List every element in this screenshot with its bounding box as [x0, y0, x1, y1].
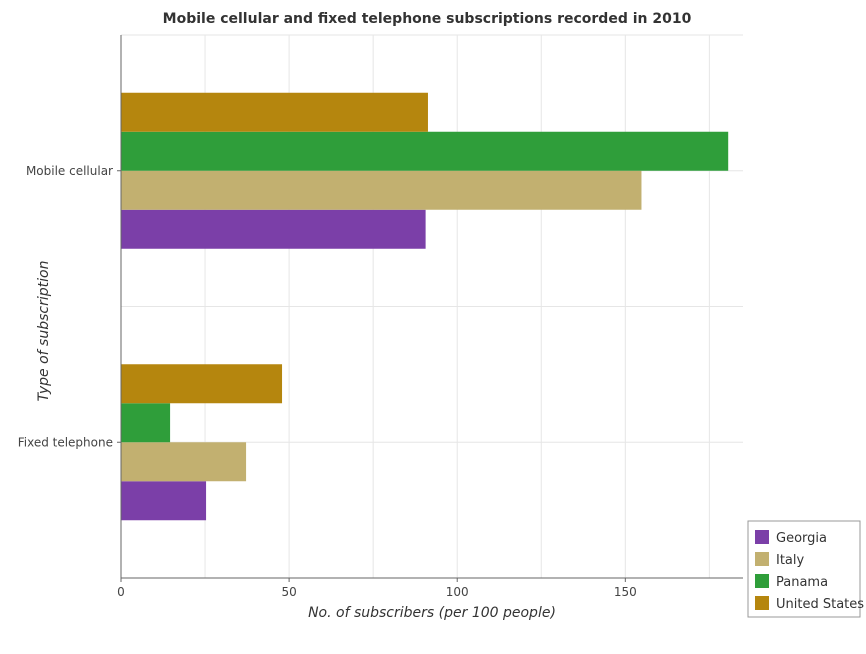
- y-tick-label: Mobile cellular: [26, 164, 113, 178]
- axes: Mobile cellular Fixed telephone 0 50 100 150: [18, 35, 743, 599]
- legend-swatch: [755, 530, 769, 544]
- y-tick-label: Fixed telephone: [18, 435, 113, 449]
- x-tick-label: 50: [281, 585, 296, 599]
- legend: Georgia Italy Panama United States: [747, 520, 864, 618]
- x-tick-label: 150: [614, 585, 637, 599]
- bar-italy-mobile-cellular: [121, 170, 642, 210]
- bar-georgia-mobile-cellular: [121, 209, 426, 249]
- legend-label: United States: [776, 597, 864, 612]
- legend-label: Panama: [776, 575, 828, 590]
- chart-title: Mobile cellular and fixed telephone subs…: [163, 11, 692, 27]
- legend-label: Italy: [776, 553, 805, 568]
- bar-italy-fixed-telephone: [121, 442, 247, 482]
- bars: [121, 92, 729, 521]
- y-axis-title: Type of subscription: [36, 261, 52, 402]
- bar-panama-fixed-telephone: [121, 403, 171, 443]
- bar-georgia-fixed-telephone: [121, 481, 207, 521]
- legend-label: Georgia: [776, 531, 827, 546]
- bar-united-states-mobile-cellular: [121, 92, 428, 132]
- x-tick-label: 100: [446, 585, 469, 599]
- bar-united-states-fixed-telephone: [121, 364, 283, 404]
- x-axis-title: No. of subscribers (per 100 people): [308, 605, 556, 621]
- legend-swatch: [755, 596, 769, 610]
- legend-swatch: [755, 574, 769, 588]
- bar-panama-mobile-cellular: [121, 131, 729, 171]
- legend-swatch: [755, 552, 769, 566]
- x-tick-label: 0: [117, 585, 125, 599]
